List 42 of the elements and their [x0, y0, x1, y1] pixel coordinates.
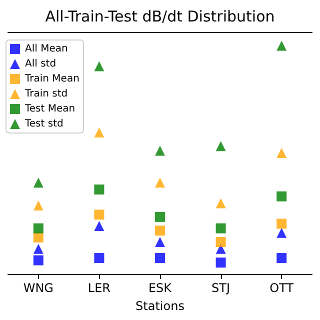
- point: [276, 148, 287, 158]
- point: [33, 232, 44, 242]
- x-tick-label: OTT: [270, 281, 294, 295]
- point: [216, 237, 226, 248]
- legend-label: Train Mean: [24, 74, 80, 84]
- point: [155, 178, 165, 188]
- chart-title: All-Train-Test dB/dt Distribution: [45, 8, 275, 26]
- point: [155, 226, 165, 236]
- point: [276, 218, 287, 229]
- point: [216, 198, 226, 208]
- point: [94, 184, 104, 195]
- legend-label: Train std: [24, 88, 68, 100]
- point: [276, 191, 287, 202]
- point: [155, 146, 165, 156]
- point: [155, 253, 165, 264]
- point: [155, 237, 165, 248]
- point: [155, 212, 165, 222]
- point: [33, 200, 44, 211]
- point: [94, 61, 104, 72]
- legend-label: All Mean: [25, 44, 68, 54]
- point: [33, 223, 44, 234]
- x-tick-label: WNG: [23, 281, 54, 295]
- x-tick-label: ESK: [148, 281, 173, 295]
- x-axis-title: Stations: [136, 299, 184, 313]
- point: [33, 244, 44, 254]
- point: [94, 127, 104, 138]
- point: [94, 253, 104, 264]
- legend-label: Test std: [24, 118, 64, 130]
- point: [276, 253, 287, 264]
- x-tick-label: LER: [88, 281, 111, 295]
- point: [276, 228, 287, 238]
- point: [33, 255, 44, 266]
- legend-label: Test Mean: [24, 104, 76, 114]
- x-tick-label: STJ: [212, 281, 230, 295]
- point: [216, 141, 226, 152]
- point: [94, 221, 104, 232]
- legend-label: All std: [25, 58, 56, 70]
- point: [94, 210, 104, 220]
- point: [276, 40, 287, 51]
- point: [33, 178, 44, 188]
- point: [216, 223, 226, 234]
- point: [216, 258, 226, 268]
